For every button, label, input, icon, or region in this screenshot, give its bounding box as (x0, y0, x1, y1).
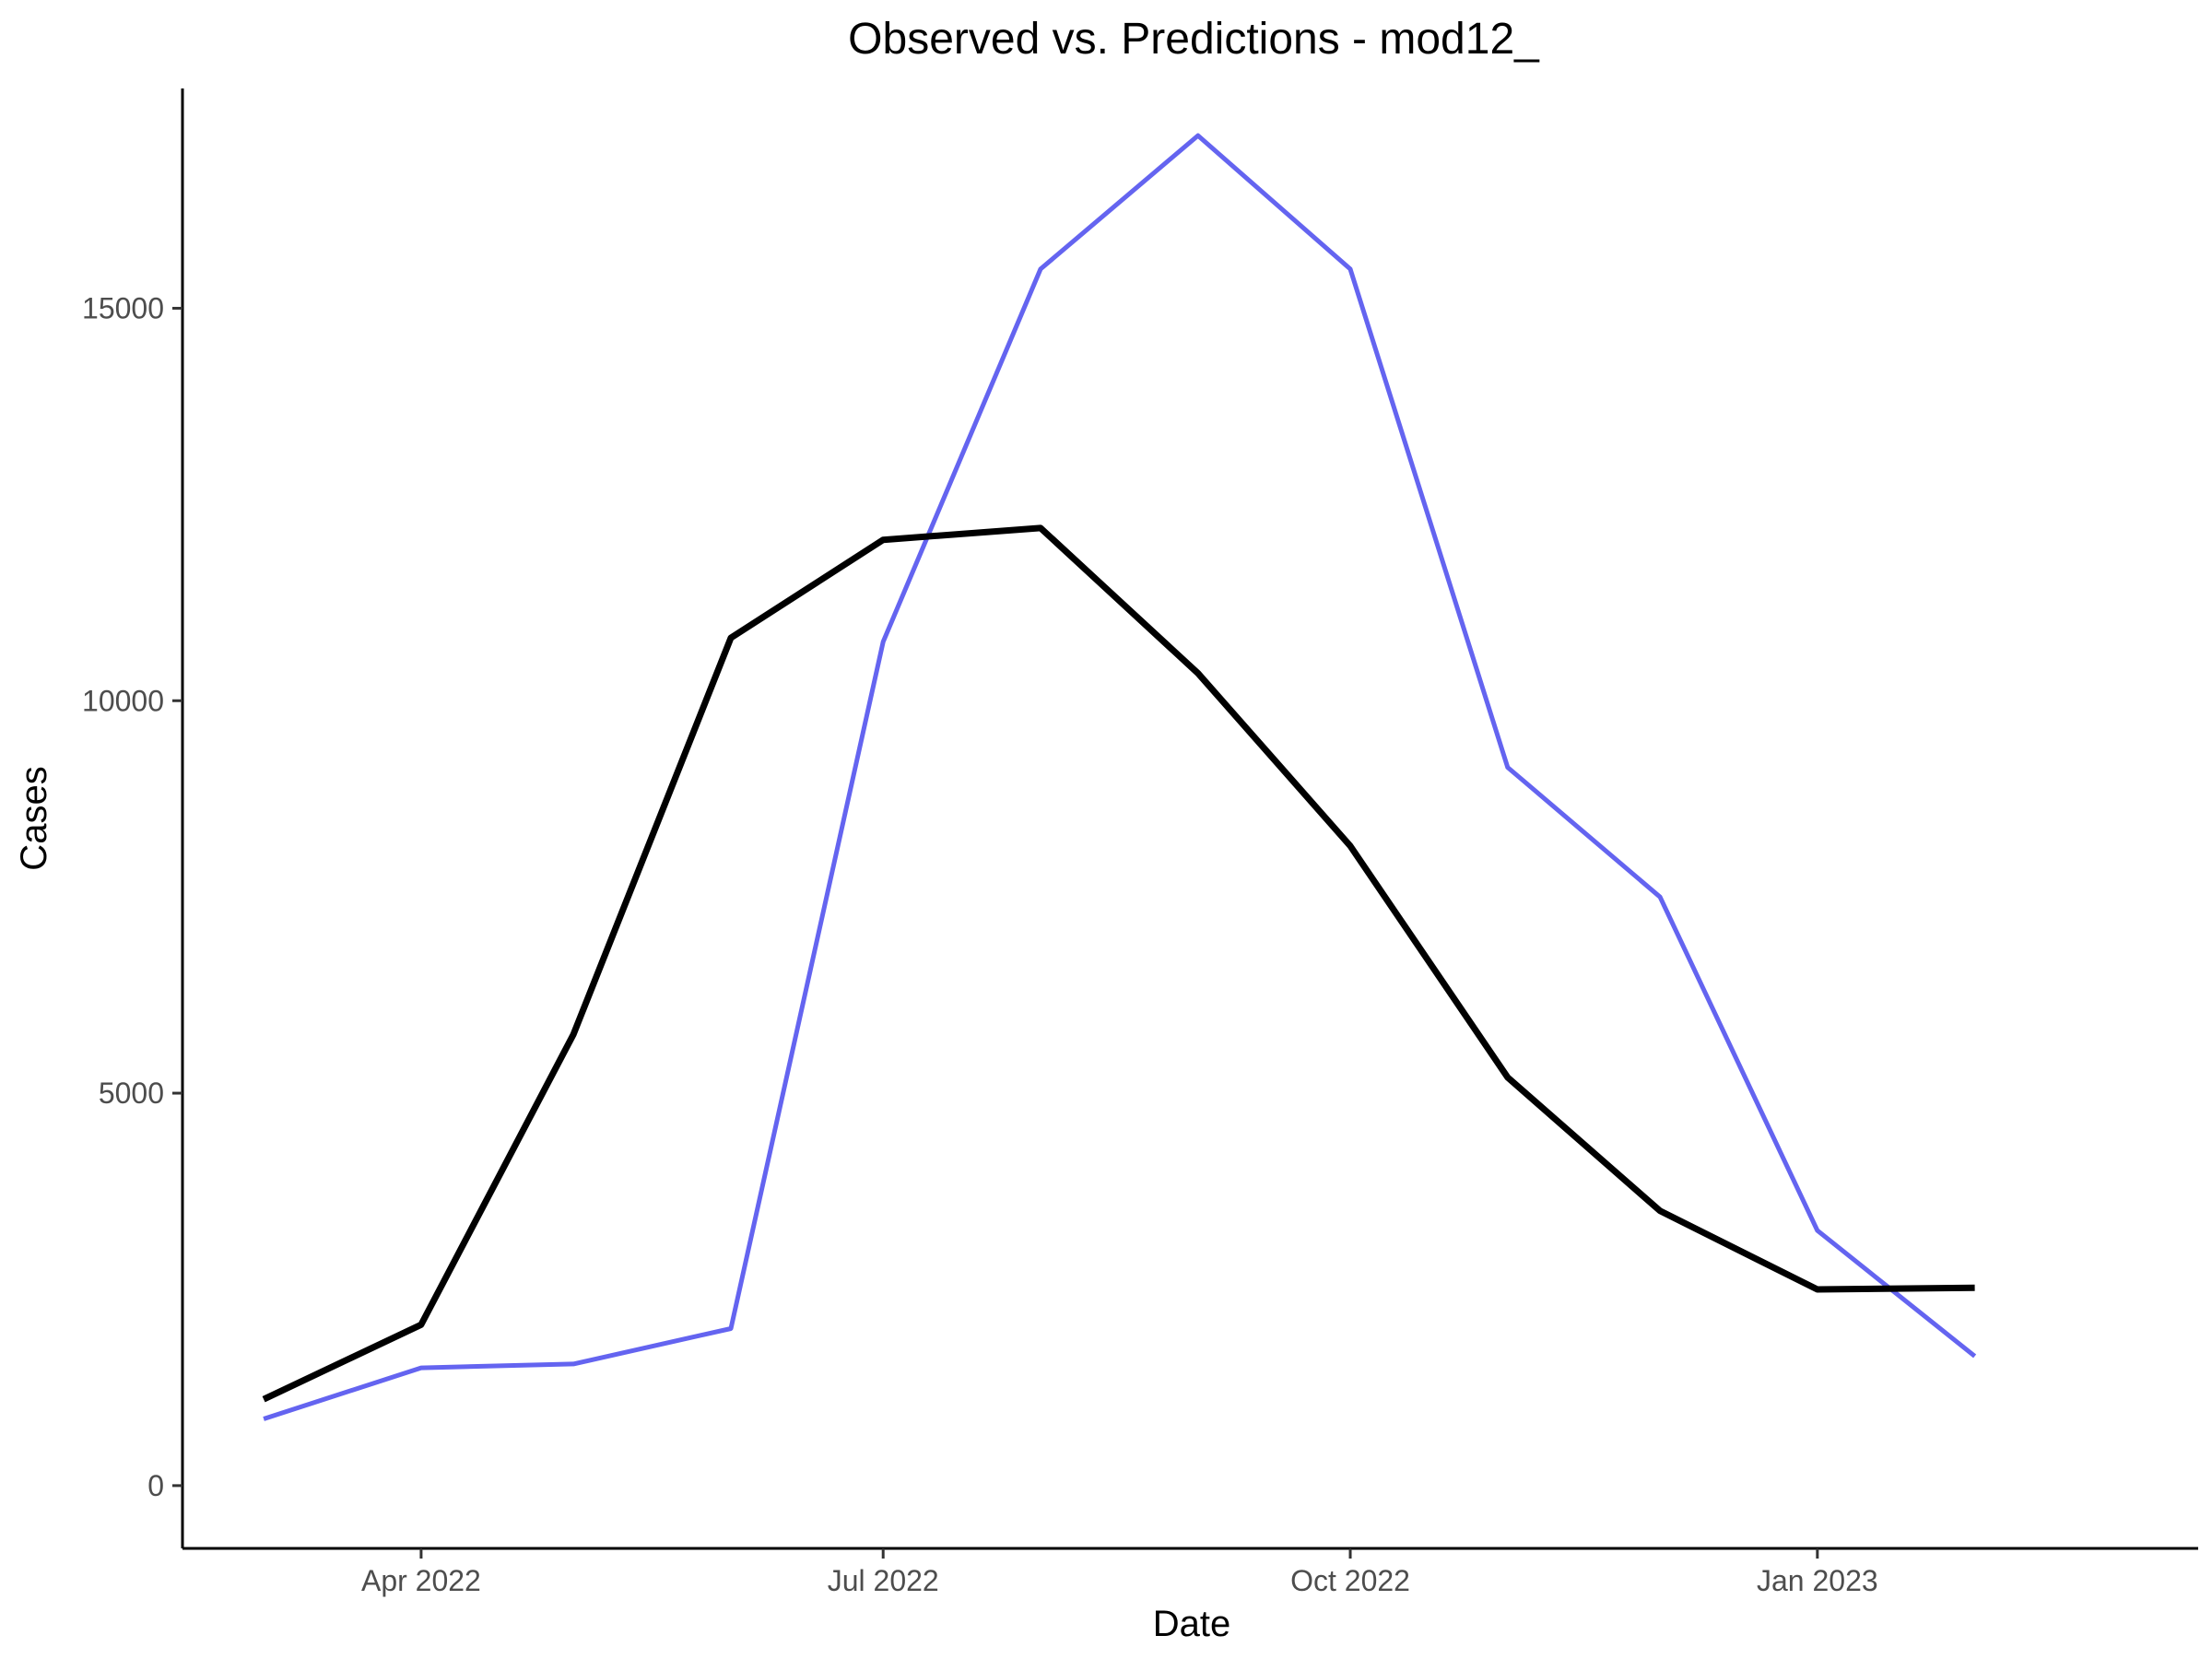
x-tick-label: Jan 2023 (1757, 1564, 1878, 1597)
y-tick-label: 5000 (99, 1077, 164, 1110)
observed-series-line (262, 524, 1975, 1403)
predicted-series-line (263, 133, 1977, 1421)
plot-area (262, 133, 1977, 1421)
y-tick-label: 0 (147, 1469, 164, 1502)
x-axis-title: Date (1153, 1604, 1231, 1644)
chart-title: Observed vs. Predictions - mod12_ (848, 15, 1540, 64)
x-tick-label: Apr 2022 (361, 1564, 481, 1597)
y-tick-label: 10000 (82, 684, 164, 717)
y-axis-ticks: 0 5000 10000 15000 (82, 291, 182, 1502)
x-tick-label: Oct 2022 (1290, 1564, 1410, 1597)
y-tick-label: 15000 (82, 291, 164, 324)
y-axis-title: Cases (14, 766, 54, 870)
x-tick-label: Jul 2022 (828, 1564, 939, 1597)
x-axis-ticks: Apr 2022 Jul 2022 Oct 2022 Jan 2023 (361, 1548, 1878, 1597)
